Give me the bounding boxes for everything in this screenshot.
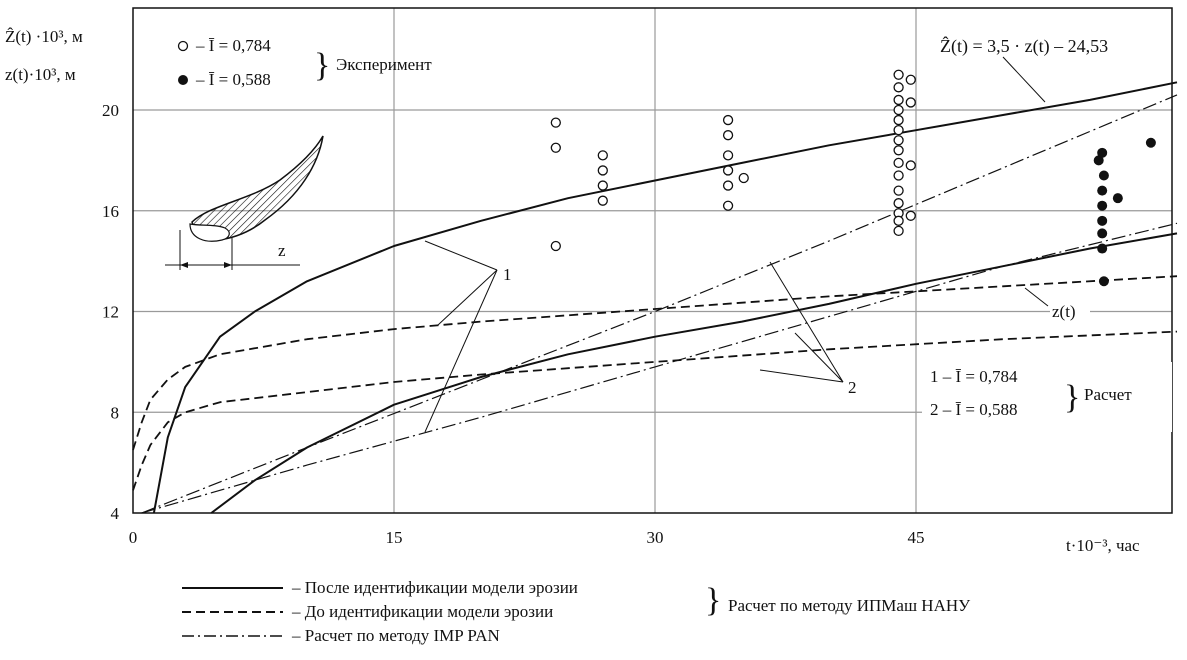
xlabel: t·10⁻³, час (1066, 536, 1140, 555)
experiment-point-open (893, 94, 904, 106)
x-tick-label: 15 (386, 528, 403, 547)
experiment-point-filled (1097, 200, 1108, 211)
experiment-point-open (893, 198, 904, 209)
experiment-point-filled (1097, 215, 1108, 226)
inset-z-label: z (278, 241, 286, 260)
legend-dashdot-swatch (182, 635, 283, 637)
series-line-dashed-1 (132, 275, 1178, 451)
experiment-point-open (550, 142, 561, 153)
series-lines (132, 81, 1178, 514)
experiment-point-filled (1098, 276, 1109, 287)
grid-lines (133, 8, 1172, 513)
experiment-point-filled (1097, 228, 1108, 239)
exp-group-label: Эксперимент (336, 55, 432, 74)
experiment-point-filled (1098, 170, 1109, 181)
experiment-point-open (550, 240, 561, 252)
axes (132, 7, 1173, 514)
legend-solid-label: – После идентификации модели эрозии (292, 578, 578, 597)
experiment-point-open (597, 150, 608, 161)
legend-brace: } (705, 582, 722, 619)
experiment-point-open (893, 124, 904, 136)
x-tick-label: 30 (647, 528, 664, 547)
experiment-point-open (722, 150, 734, 161)
experiment-point-open (893, 185, 904, 196)
experiment-point-open (597, 165, 608, 176)
y-tick-label: 8 (111, 403, 120, 422)
group-label-1: 1 (503, 265, 512, 284)
series-line-dashdot-2 (141, 222, 1178, 514)
y-tick-label: 16 (102, 202, 119, 221)
experiment-point-filled (1093, 155, 1104, 166)
experiment-point-filled (1097, 243, 1108, 254)
experiment-point-open (722, 114, 734, 126)
legend-open-marker (177, 40, 189, 52)
legend-dashed-label: – До идентификации модели эрозии (292, 602, 554, 621)
experiment-point-open (597, 180, 608, 191)
x-tick-label: 45 (908, 528, 925, 547)
experiment-point-open (893, 69, 904, 80)
formula-label: Ẑ(t) = 3,5 · z(t) – 24,53 (940, 35, 1108, 57)
experiment-point-filled (1112, 193, 1123, 204)
calc-brace: } (1064, 379, 1080, 416)
x-tick-label: 0 (129, 528, 138, 547)
y-tick-label: 20 (102, 101, 119, 120)
group-1-leaders (424, 240, 498, 433)
experiment-point-open (722, 165, 734, 176)
experiment-point-open (905, 160, 916, 171)
experiment-point-open (893, 215, 904, 226)
experiment-point-open (893, 145, 904, 156)
zt-leader (1024, 287, 1049, 307)
group-2-leaders (759, 261, 844, 383)
series-line-dashed-2 (132, 330, 1178, 491)
experiment-point-open (893, 170, 904, 181)
blade-inset-icon: z (165, 135, 324, 270)
experiment-point-open (597, 195, 608, 206)
experiment-point-filled (1097, 147, 1108, 158)
legend-filled-marker (178, 75, 188, 85)
experiment-point-open (905, 210, 916, 221)
group-label-2: 2 (848, 378, 857, 397)
calc-legend-2: 2 – Ī = 0,588 (930, 400, 1018, 419)
series-line-dashdot-1 (141, 94, 1178, 514)
calc-legend-bg (922, 362, 1172, 432)
experiment-point-open (722, 200, 734, 211)
calc-legend-1: 1 – Ī = 0,784 (930, 367, 1018, 386)
legend-solid-swatch (182, 587, 283, 589)
y-tick-label: 4 (111, 504, 120, 523)
experiment-point-open (893, 225, 904, 237)
legend-dashdot-label: – Расчет по методу IMP PAN (292, 626, 500, 645)
legend-group-label: Расчет по методу ИПМаш НАНУ (728, 596, 971, 615)
experiment-point-open (722, 180, 734, 191)
zt-label-bg (1050, 300, 1090, 322)
legend-dashed-swatch (182, 611, 283, 613)
legend-exp-open: – Ī = 0,784 (195, 36, 271, 55)
series-line-solid-1 (152, 81, 1178, 514)
experiment-point-open (893, 135, 904, 146)
experiment-point-open (893, 104, 904, 116)
plot-frame (132, 7, 1173, 514)
experiment-point-open (893, 114, 904, 126)
experiment-markers (550, 69, 1156, 287)
calc-group-label: Расчет (1084, 385, 1132, 404)
ylabel-bottom: z(t)·10³, м (5, 65, 76, 84)
experiment-point-filled (1097, 185, 1108, 196)
experiment-point-open (905, 74, 916, 85)
legend-exp-filled: – Ī = 0,588 (195, 70, 271, 89)
experiment-point-open (893, 157, 904, 169)
experiment-point-open (893, 82, 904, 93)
ylabel-top: Ẑ(t) ·10³, м (5, 27, 83, 46)
experiment-point-open (738, 172, 749, 184)
experiment-point-open (905, 97, 916, 108)
experiment-point-open (550, 117, 561, 128)
experiment-point-filled (1145, 137, 1156, 148)
formula-leader (1002, 56, 1046, 103)
exp-brace: } (314, 47, 330, 84)
zt-label: z(t) (1052, 302, 1076, 321)
experiment-point-open (722, 130, 734, 141)
y-tick-label: 12 (102, 303, 119, 322)
